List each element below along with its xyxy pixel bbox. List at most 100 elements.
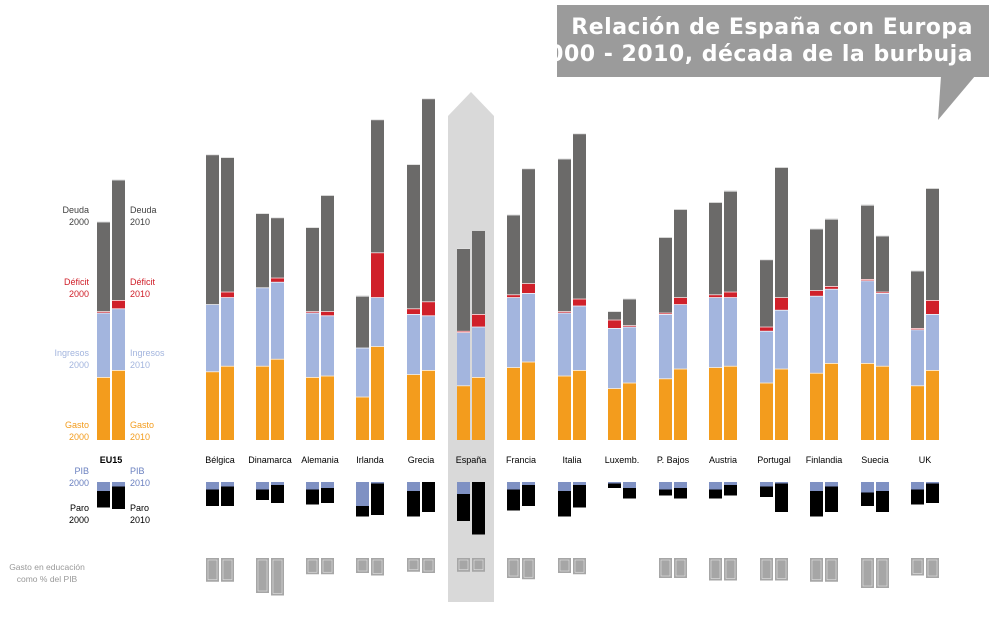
bar-sep-deuda-y2010-espa-a bbox=[472, 230, 485, 231]
bar-deuda-y2000-suecia bbox=[861, 204, 874, 279]
country-label-b-lgica: Bélgica bbox=[205, 455, 235, 465]
educ-inner-y2000-p-bajos bbox=[660, 559, 671, 577]
educ-inner-y2000-suecia bbox=[862, 559, 873, 587]
bar-deuda-y2010-eu15 bbox=[112, 179, 125, 300]
bar-ingresos-y2000-austria bbox=[709, 297, 722, 368]
pib-bar-y2000-suecia bbox=[861, 482, 874, 493]
bar-sep-deuda-y2010-suecia bbox=[876, 235, 889, 237]
paro-bar-y2010-suecia bbox=[876, 491, 889, 512]
bar-deuda-y2010-francia bbox=[522, 168, 535, 284]
bar-sep-deficit-y2000-p-bajos bbox=[659, 312, 672, 314]
country-label-portugal: Portugal bbox=[757, 455, 791, 465]
bar-ingresos-y2010-finlandia bbox=[825, 288, 838, 363]
bar-ingresos-y2010-p-bajos bbox=[674, 304, 687, 369]
country-label-dinamarca: Dinamarca bbox=[248, 455, 292, 465]
legend-left-gasto-0: Gasto bbox=[65, 420, 89, 430]
bar-sep-deficit-y2010-austria bbox=[724, 291, 737, 293]
paro-bar-y2010-dinamarca bbox=[271, 485, 284, 503]
bar-gasto-y2010-uk bbox=[926, 370, 939, 440]
bar-deficit-y2010-austria bbox=[724, 291, 737, 298]
paro-bar-y2000-b-lgica bbox=[206, 489, 219, 506]
bar-sep-deuda-y2000-grecia bbox=[407, 164, 420, 165]
country-label-finlandia: Finlandia bbox=[806, 455, 843, 465]
bar-gasto-y2010-p-bajos bbox=[674, 368, 687, 440]
bar-sep-deficit-y2010-francia bbox=[522, 283, 535, 284]
educ-bar-y2000-espa-a bbox=[457, 558, 470, 572]
country-label-espa-a: España bbox=[456, 455, 487, 465]
bar-gasto-y2000-finlandia bbox=[810, 372, 823, 440]
bar-sep-gasto-y2010-italia bbox=[573, 370, 586, 371]
bar-ingresos-y2000-eu15 bbox=[97, 312, 110, 377]
bar-deficit-y2010-alemania bbox=[321, 311, 334, 316]
educ-inner-y2010-finlandia bbox=[826, 559, 837, 581]
bar-gasto-y2010-espa-a bbox=[472, 377, 485, 440]
pib-bar-y2000-finlandia bbox=[810, 482, 823, 491]
bar-deuda-y2000-dinamarca bbox=[256, 213, 269, 288]
country-label-uk: UK bbox=[919, 455, 932, 465]
bar-ingresos-y2000-dinamarca bbox=[256, 287, 269, 366]
bar-gasto-y2010-grecia bbox=[422, 370, 435, 440]
bar-sep-deficit-y2010-finlandia bbox=[825, 286, 838, 287]
bar-sep-gasto-y2010-suecia bbox=[876, 365, 889, 367]
bar-ingresos-y2000-espa-a bbox=[457, 332, 470, 386]
country-label-austria: Austria bbox=[709, 455, 737, 465]
bar-sep-deuda-y2000-alemania bbox=[306, 227, 319, 228]
bar-gasto-y2010-italia bbox=[573, 370, 586, 440]
bar-deficit-y2010-francia bbox=[522, 283, 535, 293]
bar-sep-ingresos-y2010-francia bbox=[522, 293, 535, 294]
educ-inner-y2000-irlanda bbox=[357, 559, 368, 572]
bar-deuda-y2010-b-lgica bbox=[221, 157, 234, 292]
bar-sep-gasto-y2000-dinamarca bbox=[256, 365, 269, 367]
educ-bar-y2000-suecia bbox=[861, 558, 874, 588]
bar-sep-gasto-y2010-portugal bbox=[775, 368, 788, 370]
bar-deuda-y2000-eu15 bbox=[97, 221, 110, 312]
bar-sep-ingresos-y2010-irlanda bbox=[371, 297, 384, 298]
bar-ingresos-y2000-p-bajos bbox=[659, 314, 672, 379]
pib-bar-y2000-francia bbox=[507, 482, 520, 490]
bar-sep-deficit-y2000-grecia bbox=[407, 308, 420, 310]
pib-bar-y2000-eu15 bbox=[97, 482, 110, 491]
country-label-irlanda: Irlanda bbox=[356, 455, 384, 465]
bar-sep-deficit-y2010-dinamarca bbox=[271, 277, 284, 279]
bar-sep-deficit-y2010-p-bajos bbox=[674, 297, 687, 298]
paro-bar-y2000-irlanda bbox=[356, 506, 369, 517]
legend-left-paro-1: 2000 bbox=[69, 515, 89, 525]
bar-deuda-y2000-luxemb- bbox=[608, 311, 621, 320]
educ-inner-y2000-espa-a bbox=[458, 559, 469, 571]
bar-sep-ingresos-y2000-portugal bbox=[760, 330, 773, 332]
educ-inner-y2010-irlanda bbox=[372, 559, 383, 574]
legend-left-pib-0: PIB bbox=[74, 466, 89, 476]
country-label-francia: Francia bbox=[506, 455, 536, 465]
bar-deuda-y2000-portugal bbox=[760, 259, 773, 327]
legend-right-pib-0: PIB bbox=[130, 466, 145, 476]
educ-inner-y2000-alemania bbox=[307, 559, 318, 573]
bar-gasto-y2000-espa-a bbox=[457, 385, 470, 440]
bar-deficit-y2010-irlanda bbox=[371, 252, 384, 298]
bar-deuda-y2010-alemania bbox=[321, 195, 334, 312]
bar-deficit-y2010-uk bbox=[926, 300, 939, 314]
paro-bar-y2000-luxemb- bbox=[608, 483, 621, 488]
bar-gasto-y2010-finlandia bbox=[825, 363, 838, 440]
bar-sep-gasto-y2000-luxemb- bbox=[608, 388, 621, 389]
bar-sep-deuda-y2000-irlanda bbox=[356, 295, 369, 297]
bar-gasto-y2000-suecia bbox=[861, 363, 874, 440]
bar-sep-deuda-y2010-irlanda bbox=[371, 119, 384, 121]
paro-bar-y2000-portugal bbox=[760, 486, 773, 497]
bar-sep-deuda-y2000-uk bbox=[911, 270, 924, 272]
educ-bar-y2000-finlandia bbox=[810, 558, 823, 582]
title-line-1: Relación de España con Europa bbox=[571, 15, 973, 40]
educ-inner-y2010-portugal bbox=[776, 559, 787, 579]
country-label-alemania: Alemania bbox=[301, 455, 339, 465]
bar-sep-deficit-y2010-b-lgica bbox=[221, 291, 234, 293]
bar-deficit-y2000-luxemb- bbox=[608, 319, 621, 328]
bar-sep-deficit-y2000-eu15 bbox=[97, 311, 110, 312]
paro-bar-y2010-francia bbox=[522, 485, 535, 506]
paro-bar-y2010-uk bbox=[926, 483, 939, 503]
educ-inner-y2010-uk bbox=[927, 559, 938, 577]
legend-left-ingresos-1: 2000 bbox=[69, 360, 89, 370]
bar-deuda-y2000-irlanda bbox=[356, 295, 369, 348]
bar-sep-deuda-y2010-finlandia bbox=[825, 218, 838, 220]
bar-ingresos-y2010-uk bbox=[926, 314, 939, 370]
bar-sep-deficit-y2000-italia bbox=[558, 311, 571, 312]
